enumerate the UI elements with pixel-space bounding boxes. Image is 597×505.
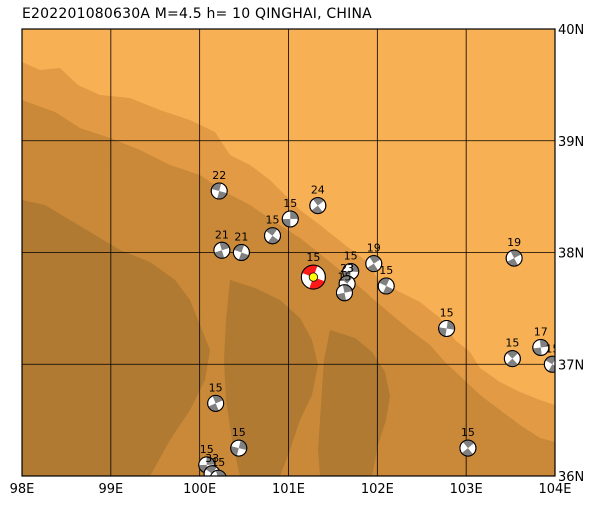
event-depth-label: 17 — [534, 325, 548, 338]
earthquake-event[interactable]: 15 — [503, 337, 521, 368]
focal-mechanism-beachball[interactable] — [207, 394, 225, 412]
lat-tick-label: 36N — [558, 470, 584, 485]
lat-tick-label: 38N — [558, 247, 584, 262]
main-earthquake-event[interactable]: 15 — [300, 251, 326, 290]
earthquake-event[interactable]: 22 — [210, 169, 228, 200]
earthquake-event[interactable]: 19 — [505, 236, 523, 267]
lon-tick-label: 98E — [10, 482, 35, 497]
earthquake-event[interactable]: 15 — [264, 214, 282, 245]
event-depth-label: 15 — [440, 306, 454, 319]
earthquake-event[interactable]: 15 — [342, 249, 360, 280]
lat-tick-label: 39N — [558, 135, 584, 150]
lon-tick-label: 101E — [272, 482, 305, 497]
focal-mechanism-beachball[interactable] — [335, 284, 353, 302]
event-depth-label: 15 — [283, 197, 297, 210]
focal-mechanism-beachball[interactable] — [459, 439, 477, 457]
event-depth-label: 15 — [545, 342, 559, 355]
earthquake-event[interactable]: 21 — [213, 228, 231, 259]
earthquake-event[interactable]: 24 — [309, 184, 327, 215]
event-depth-label: 15 — [266, 214, 280, 227]
event-depth-label: 33 — [205, 452, 219, 465]
focal-mechanism-beachball[interactable] — [210, 182, 228, 200]
focal-mechanism-beachball[interactable] — [210, 469, 227, 486]
map-title: E202201080630A M=4.5 h= 10 QINGHAI, CHIN… — [22, 6, 372, 22]
focal-mechanism-beachball[interactable] — [505, 249, 523, 267]
earthquake-event[interactable]: 15 — [281, 197, 299, 228]
focal-mechanism-beachball[interactable] — [532, 338, 550, 356]
earthquake-event[interactable]: 15 — [198, 443, 216, 474]
event-depth-label: 15 — [344, 249, 358, 262]
lon-tick-label: 100E — [183, 482, 216, 497]
event-depth-label: 15 — [209, 381, 223, 394]
earthquake-event[interactable]: 15 — [377, 264, 395, 295]
event-depth-label: 21 — [215, 228, 229, 241]
lat-tick-label: 40N — [558, 23, 584, 38]
event-depth-label: 15 — [505, 337, 519, 350]
focal-mechanism-beachball[interactable] — [377, 277, 395, 295]
map-grid — [22, 29, 555, 476]
event-depth-label: 19 — [507, 236, 521, 249]
earthquake-event[interactable]: 15 — [230, 426, 248, 457]
lon-tick-label: 102E — [361, 482, 394, 497]
earthquake-event[interactable]: 15 — [543, 342, 560, 373]
focal-mechanism-beachball[interactable] — [365, 255, 383, 273]
earthquake-event[interactable]: 17 — [532, 325, 550, 356]
event-depth-label: 24 — [311, 184, 325, 197]
map-border — [21, 28, 556, 477]
main-event-depth-label: 15 — [306, 251, 320, 264]
event-depth-label: 15 — [211, 456, 225, 469]
earthquake-event[interactable]: 21 — [232, 231, 250, 261]
peak-terrain-central — [224, 280, 318, 476]
event-depth-label: 15 — [461, 426, 475, 439]
event-depth-label: 22 — [212, 169, 226, 182]
focal-mechanism-beachball[interactable] — [438, 319, 456, 337]
peak-terrain — [22, 200, 210, 476]
earthquake-event[interactable]: 15 — [210, 456, 227, 486]
event-depth-label: 23 — [340, 262, 354, 275]
focal-mechanism-beachball[interactable] — [232, 244, 250, 261]
event-depth-label: 15 — [337, 271, 351, 284]
focal-mechanism-beachball[interactable] — [309, 197, 327, 215]
earthquake-event[interactable]: 15 — [207, 381, 225, 412]
earthquake-event[interactable]: 15 — [459, 426, 477, 457]
earthquake-event[interactable]: 19 — [365, 242, 383, 273]
event-depth-label: 21 — [234, 231, 248, 244]
focal-mechanism-beachball[interactable] — [213, 241, 231, 259]
focal-mechanism-beachball[interactable] — [543, 355, 560, 373]
focal-mechanism-beachball[interactable] — [503, 350, 521, 368]
focal-mechanism-beachball[interactable] — [264, 227, 282, 245]
earthquake-event[interactable]: 15 — [438, 306, 456, 337]
lon-tick-label: 103E — [450, 482, 483, 497]
event-depth-label: 15 — [200, 443, 214, 456]
lon-tick-label: 104E — [538, 482, 571, 497]
focal-mechanism-beachball[interactable] — [230, 439, 248, 457]
peak-terrain-east — [318, 330, 390, 476]
event-depth-label: 19 — [367, 242, 381, 255]
event-depth-label: 15 — [232, 426, 246, 439]
event-depth-label: 15 — [379, 264, 393, 277]
focal-mechanism-beachball[interactable] — [281, 210, 299, 228]
earthquake-event[interactable]: 15 — [335, 271, 353, 302]
lon-tick-label: 99E — [98, 482, 123, 497]
main-event-beachball[interactable] — [300, 264, 326, 290]
lat-tick-label: 37N — [558, 358, 584, 373]
